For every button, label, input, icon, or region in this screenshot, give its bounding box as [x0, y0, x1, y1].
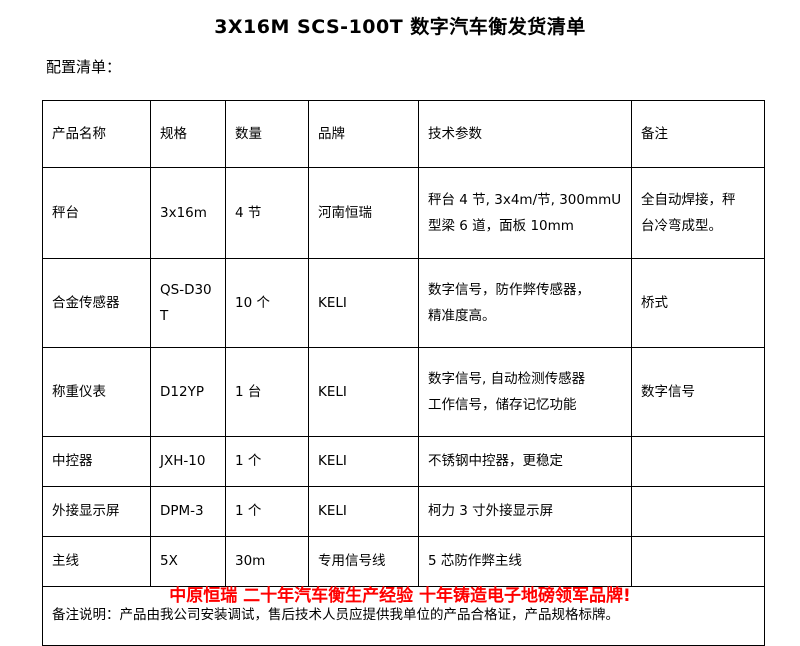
cell-product-name: 称重仪表	[42, 347, 151, 437]
column-header-quantity: 数量	[225, 100, 309, 168]
tech-line: 数字信号，防作弊传感器，	[428, 281, 590, 298]
cell-quantity: 30m	[225, 536, 309, 587]
note-line: 全自动焊接，秤	[641, 191, 736, 208]
cell-note	[631, 536, 765, 587]
cell-note	[631, 486, 765, 537]
cell-spec: 5X	[150, 536, 226, 587]
table-row: 主线 5X 30m 专用信号线 5 芯防作弊主线	[42, 536, 765, 587]
note-line: 台冷弯成型。	[641, 218, 722, 234]
table-row: 秤台 3x16m 4 节 河南恒瑞 秤台 4 节, 3x4m/节, 300mmU…	[42, 167, 765, 259]
table-row: 称重仪表 D12YP 1 台 KELI 数字信号, 自动检测传感器 工作信号，储…	[42, 347, 765, 437]
table-row: 中控器 JXH-10 1 个 KELI 不锈钢中控器，更稳定	[42, 436, 765, 487]
cell-tech-params: 5 芯防作弊主线	[418, 536, 632, 587]
cell-quantity: 1 个	[225, 486, 309, 537]
cell-tech-params: 不锈钢中控器，更稳定	[418, 436, 632, 487]
cell-quantity: 4 节	[225, 167, 309, 259]
note-line: 桥式	[641, 294, 668, 311]
tech-line: 秤台 4 节, 3x4m/节, 300mmU	[428, 191, 622, 208]
column-header-note: 备注	[631, 100, 765, 168]
cell-spec: QS-D30T	[150, 258, 226, 348]
cell-brand: KELI	[308, 258, 419, 348]
cell-brand: 河南恒瑞	[308, 167, 419, 259]
cell-spec: 3x16m	[150, 167, 226, 259]
column-header-spec: 规格	[150, 100, 226, 168]
cell-product-name: 外接显示屏	[42, 486, 151, 537]
column-header-tech-params: 技术参数	[418, 100, 632, 168]
cell-spec: D12YP	[150, 347, 226, 437]
cell-tech-params: 柯力 3 寸外接显示屏	[418, 486, 632, 537]
cell-note: 全自动焊接，秤 台冷弯成型。	[631, 167, 765, 259]
table-header-row: 产品名称 规格 数量 品牌 技术参数 备注	[42, 100, 765, 168]
cell-note: 桥式	[631, 258, 765, 348]
table-row: 外接显示屏 DPM-3 1 个 KELI 柯力 3 寸外接显示屏	[42, 486, 765, 537]
cell-product-name: 合金传感器	[42, 258, 151, 348]
note-line: 数字信号	[641, 383, 695, 400]
cell-product-name: 秤台	[42, 167, 151, 259]
cell-product-name: 中控器	[42, 436, 151, 487]
page-title: 3X16M SCS-100T 数字汽车衡发货清单	[214, 16, 586, 38]
cell-brand: KELI	[308, 486, 419, 537]
cell-tech-params: 数字信号，防作弊传感器， 精准度高。	[418, 258, 632, 348]
cell-quantity: 1 个	[225, 436, 309, 487]
column-header-product-name: 产品名称	[42, 100, 151, 168]
cell-spec: JXH-10	[150, 436, 226, 487]
cell-brand: 专用信号线	[308, 536, 419, 587]
specification-table: 产品名称 规格 数量 品牌 技术参数 备注 秤台 3x16m 4 节 河南恒瑞 …	[42, 100, 765, 646]
cell-tech-params: 秤台 4 节, 3x4m/节, 300mmU 型梁 6 道，面板 10mm	[418, 167, 632, 259]
cell-quantity: 1 台	[225, 347, 309, 437]
document-page: 3X16M SCS-100T 数字汽车衡发货清单 配置清单： 产品名称 规格 数…	[42, 16, 765, 646]
config-list-label: 配置清单：	[46, 58, 122, 76]
cell-spec: DPM-3	[150, 486, 226, 537]
cell-note	[631, 436, 765, 487]
tech-line: 工作信号，储存记忆功能	[428, 397, 577, 413]
cell-tech-params: 数字信号, 自动检测传感器 工作信号，储存记忆功能	[418, 347, 632, 437]
tech-line: 精准度高。	[428, 308, 496, 324]
column-header-brand: 品牌	[308, 100, 419, 168]
cell-product-name: 主线	[42, 536, 151, 587]
tech-line: 数字信号, 自动检测传感器	[428, 370, 586, 387]
company-slogan: 中原恒瑞 二十年汽车衡生产经验 十年铸造电子地磅领军品牌!	[169, 586, 631, 606]
table-row: 合金传感器 QS-D30T 10 个 KELI 数字信号，防作弊传感器， 精准度…	[42, 258, 765, 348]
cell-note: 数字信号	[631, 347, 765, 437]
cell-quantity: 10 个	[225, 258, 309, 348]
cell-brand: KELI	[308, 436, 419, 487]
cell-brand: KELI	[308, 347, 419, 437]
tech-line: 型梁 6 道，面板 10mm	[428, 218, 574, 234]
